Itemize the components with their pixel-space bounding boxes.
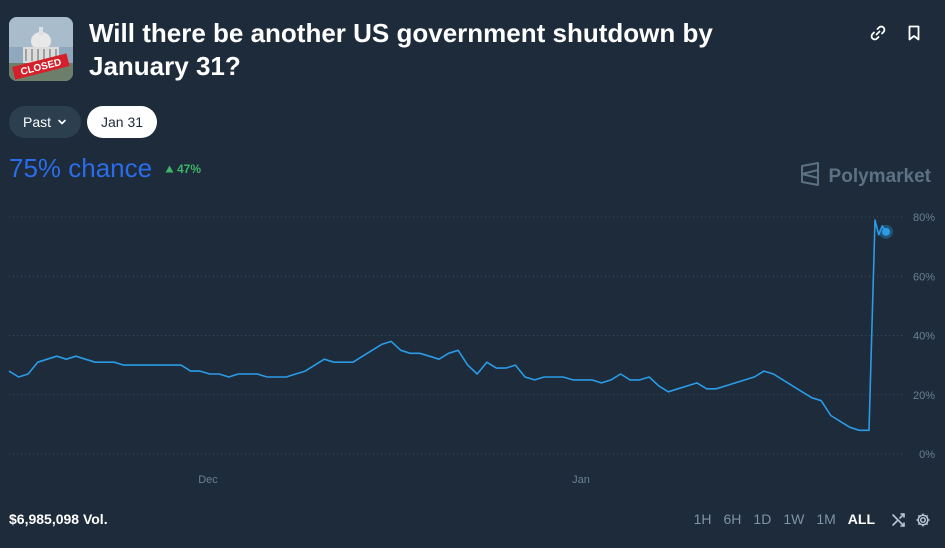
y-tick-label: 0% [919, 449, 935, 461]
link-icon[interactable] [869, 24, 887, 42]
range-1w[interactable]: 1W [783, 511, 805, 527]
price-chart: 80% 60% 40% 20% 0% Dec Jan [8, 212, 935, 486]
current-point [882, 227, 890, 236]
chance-delta: 47% [165, 162, 201, 176]
chevron-down-icon [57, 106, 67, 138]
bookmark-icon[interactable] [905, 24, 923, 42]
brand-watermark: Polymarket [799, 162, 931, 192]
header-actions [869, 24, 923, 42]
market-thumbnail: CLOSED [9, 17, 73, 81]
y-tick-label: 40% [913, 331, 935, 343]
delta-value: 47% [177, 162, 202, 176]
range-6h[interactable]: 6H [723, 511, 742, 527]
past-label: Past [23, 114, 52, 130]
x-axis-ticks: Dec Jan [198, 474, 590, 486]
range-1d[interactable]: 1D [753, 511, 772, 527]
date-pill-jan31[interactable]: Jan 31 [87, 106, 158, 138]
market-title: Will there be another US government shut… [89, 18, 713, 81]
past-dropdown[interactable]: Past [9, 106, 82, 138]
brand-name: Polymarket [828, 166, 931, 187]
x-tick-label: Dec [198, 474, 218, 486]
y-tick-label: 20% [913, 390, 935, 402]
y-tick-label: 80% [913, 212, 935, 224]
range-all[interactable]: ALL [847, 511, 875, 527]
chart-grid: 80% 60% 40% 20% 0% [9, 212, 935, 461]
range-1h[interactable]: 1H [693, 511, 712, 527]
gear-icon[interactable] [915, 512, 931, 528]
time-range-selector: 1H 6H 1D 1W 1M ALL [694, 511, 875, 527]
polymarket-logo-icon [799, 162, 821, 192]
y-tick-label: 60% [913, 271, 935, 283]
volume-label: $6,985,098 Vol. [9, 511, 108, 527]
triangle-up-icon [165, 162, 174, 176]
x-tick-label: Jan [572, 474, 590, 486]
shuffle-icon[interactable] [891, 512, 907, 528]
chart-tools [891, 512, 931, 528]
chance-series-line [8, 219, 887, 432]
range-1m[interactable]: 1M [816, 511, 836, 527]
chance-value: 75% chance [9, 153, 153, 183]
